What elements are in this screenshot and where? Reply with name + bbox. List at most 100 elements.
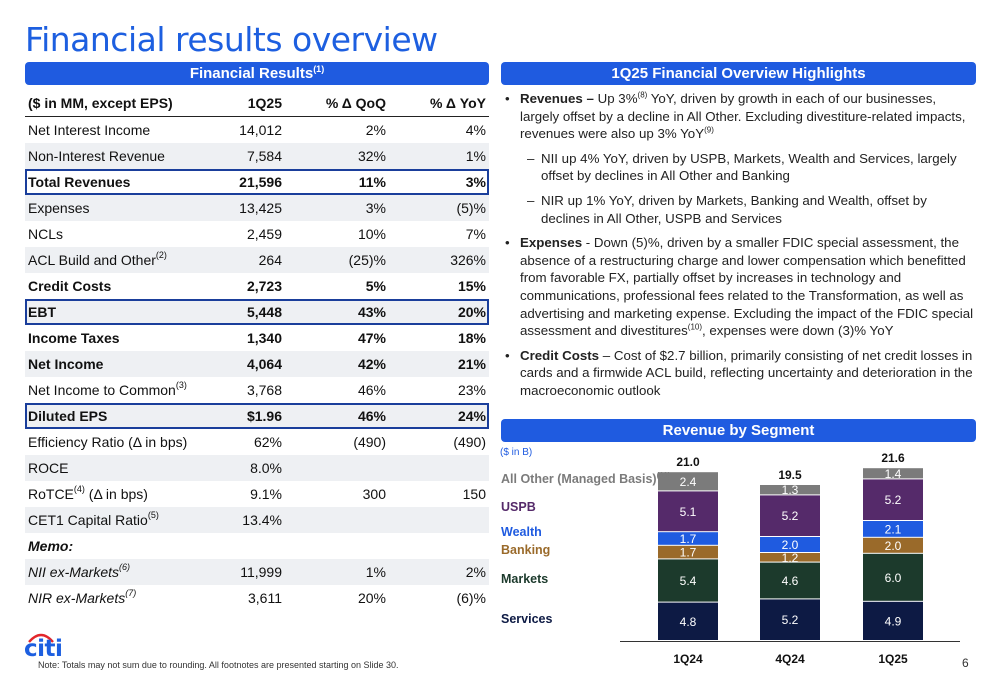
row-value: 9.1% xyxy=(250,486,282,502)
table-row: NIR ex-Markets(7) 3,611 20% (6)% xyxy=(25,585,489,611)
row-footnote: (7) xyxy=(125,588,137,599)
row-value: (490) xyxy=(453,434,486,450)
row-value: 7,584 xyxy=(246,148,282,164)
highlight-text: – Cost of $2.7 billion, primarily consis… xyxy=(520,347,973,398)
row-label-text: ROCE xyxy=(28,460,69,476)
row-label-text: ACL Build and Other xyxy=(28,252,156,268)
row-value: (5)% xyxy=(456,200,486,216)
row-value: 43% xyxy=(357,304,386,320)
row-value: 32% xyxy=(357,148,386,164)
column-header: % Δ QoQ xyxy=(325,95,386,111)
table-row: Net Income to Common(3) 3,768 46% 23% xyxy=(25,377,489,403)
row-footnote: (5) xyxy=(147,510,159,521)
legend-label: Wealth xyxy=(501,525,542,539)
row-footnote: (2) xyxy=(155,250,167,261)
table-row: Net Interest Income 14,012 2% 4% xyxy=(25,117,489,143)
row-label-text: Credit Costs xyxy=(28,278,112,294)
row-label-text: Diluted EPS xyxy=(28,408,108,424)
financial-results-header-text: Financial Results xyxy=(189,65,314,82)
row-value: 23% xyxy=(457,382,486,398)
highlight-text: , expenses were down (3)% YoY xyxy=(702,323,894,339)
row-label: Memo: xyxy=(28,533,73,559)
row-label: Non-Interest Revenue xyxy=(28,143,165,169)
table-row: NII ex-Markets(6) 11,999 1% 2% xyxy=(25,559,489,585)
data-label: 5.2 xyxy=(782,509,799,523)
highlights-header: 1Q25 Financial Overview Highlights xyxy=(501,62,976,85)
row-value: 3,611 xyxy=(248,590,282,606)
data-label: 4.8 xyxy=(680,615,697,629)
column-header: 1Q25 xyxy=(247,95,282,111)
row-value: 150 xyxy=(462,486,486,502)
row-label-text: NIR ex-Markets xyxy=(28,590,126,606)
row-value: 5% xyxy=(365,278,386,294)
bar-segment xyxy=(863,601,923,640)
row-value: 21,596 xyxy=(239,174,282,190)
data-label: 6.0 xyxy=(885,571,902,585)
row-value: 2,723 xyxy=(246,278,282,294)
row-label: CET1 Capital Ratio(5) xyxy=(28,507,159,533)
row-value: $1.96 xyxy=(246,408,282,424)
highlight-item: • Revenues – Up 3%(8) YoY, driven by grow… xyxy=(505,90,975,143)
row-value: 264 xyxy=(258,252,282,268)
row-label: Total Revenues xyxy=(28,169,130,195)
row-value: 62% xyxy=(253,434,282,450)
bar-segment xyxy=(863,479,923,520)
legend-label: Services xyxy=(501,612,552,626)
row-value: (490) xyxy=(353,434,386,450)
row-label-text: Memo: xyxy=(28,538,74,554)
row-value: 13,425 xyxy=(239,200,282,216)
row-value: 20% xyxy=(357,590,386,606)
data-label: 1.2 xyxy=(782,551,799,565)
row-value: 21% xyxy=(457,356,486,372)
row-label: Net Income xyxy=(28,351,103,377)
bullet-dot-icon: • xyxy=(505,91,510,106)
row-label-tail: (Δ in bps) xyxy=(84,486,148,502)
row-value: 2% xyxy=(365,122,386,138)
row-label: ACL Build and Other(2) xyxy=(28,247,167,273)
bar-segment xyxy=(760,599,820,640)
bullet-dash-icon: – xyxy=(527,150,535,166)
table-row: Non-Interest Revenue 7,584 32% 1% xyxy=(25,143,489,169)
row-value: 46% xyxy=(357,408,386,424)
row-value: 11% xyxy=(358,174,386,190)
highlights-list: • Revenues – Up 3%(8) YoY, driven by grow… xyxy=(505,90,975,407)
row-value: 3,768 xyxy=(246,382,282,398)
row-label-text: Efficiency Ratio (Δ in bps) xyxy=(28,434,188,450)
row-value: 46% xyxy=(357,382,386,398)
row-footnote: (6) xyxy=(119,562,131,573)
row-value: 18% xyxy=(457,330,486,346)
row-value: 2,459 xyxy=(246,226,282,242)
row-footnote: (4) xyxy=(73,484,85,495)
row-value: 4,064 xyxy=(246,356,282,372)
data-label: 5.2 xyxy=(782,613,799,627)
highlight-item: • Credit Costs – Cost of $2.7 billion, pr… xyxy=(505,347,975,400)
row-label-text: Non-Interest Revenue xyxy=(28,148,165,164)
bar-segment xyxy=(760,495,820,536)
row-label-text: Net Interest Income xyxy=(28,122,151,138)
data-label: 5.1 xyxy=(680,505,697,519)
legend-label: USPB xyxy=(501,500,536,514)
row-value: 300 xyxy=(362,486,386,502)
row-label-text: Expenses xyxy=(28,200,90,216)
data-label: 4.6 xyxy=(782,574,799,588)
highlight-text: - Down (5)%, driven by a smaller FDIC sp… xyxy=(520,235,974,339)
bar-segment xyxy=(863,553,923,601)
row-value: (25)% xyxy=(348,252,386,268)
footnote-text: Note: Totals may not sum due to rounding… xyxy=(38,660,399,670)
row-label-text: CET1 Capital Ratio xyxy=(28,512,148,528)
row-label: Net Income to Common(3) xyxy=(28,377,187,403)
row-label-text: EBT xyxy=(28,304,56,320)
bar-segment xyxy=(658,545,718,559)
highlight-text: Up 3% xyxy=(597,91,638,106)
bar-segment xyxy=(863,468,923,479)
table-row: ACL Build and Other(2) 264 (25)% 326% xyxy=(25,247,489,273)
highlight-lead: Credit Costs xyxy=(520,347,600,363)
data-label: 2.4 xyxy=(680,475,697,489)
highlight-item: • Expenses - Down (5)%, driven by a small… xyxy=(505,234,975,340)
row-value: 2% xyxy=(465,564,486,580)
table-row: CET1 Capital Ratio(5) 13.4% xyxy=(25,507,489,533)
row-label-text: Net Income xyxy=(28,356,104,372)
data-label: 1.7 xyxy=(680,532,697,546)
unit-label: ($ in B) xyxy=(500,447,532,458)
total-label: 21.0 xyxy=(676,455,700,469)
